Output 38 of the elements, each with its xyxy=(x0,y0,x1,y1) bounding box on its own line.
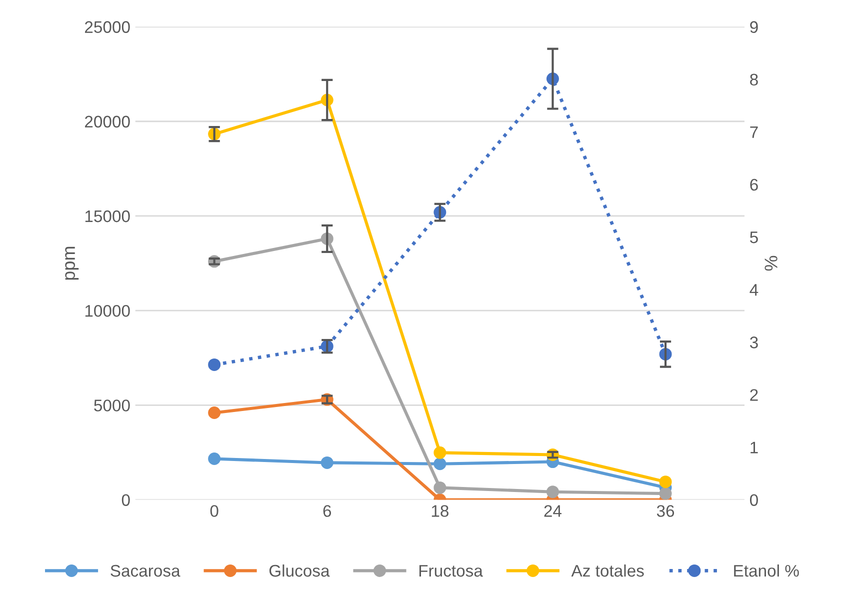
point xyxy=(659,487,672,500)
x-tick-label: 18 xyxy=(432,505,448,517)
y-tick-label: 20000 xyxy=(84,116,130,128)
point xyxy=(434,481,446,494)
legend-label: Fructosa xyxy=(419,565,483,577)
legend-label: Sacarosa xyxy=(110,564,180,577)
y2-tick-label: 5 xyxy=(750,232,758,244)
point xyxy=(659,476,672,488)
point xyxy=(208,406,221,420)
point xyxy=(434,458,446,470)
y-tick-label: 15000 xyxy=(85,210,130,222)
point xyxy=(208,452,221,465)
point xyxy=(208,358,221,371)
x-tick-label: 0 xyxy=(210,505,218,517)
y2-axis-title: % xyxy=(764,256,778,271)
y-tick-label: 10000 xyxy=(85,304,130,317)
x-tick-label: 6 xyxy=(323,505,332,517)
y-tick-label: 0 xyxy=(122,494,130,506)
y2-tick-label: 8 xyxy=(750,74,758,86)
y-tick-label: 25000 xyxy=(84,21,130,33)
point xyxy=(546,486,559,498)
y2-tick-label: 3 xyxy=(750,336,758,348)
y2-tick-label: 2 xyxy=(750,389,758,401)
y-tick-label: 5000 xyxy=(94,400,130,412)
point xyxy=(434,446,446,459)
legend-label: Etanol % xyxy=(734,564,799,577)
y2-tick-label: 7 xyxy=(750,126,758,138)
legend-label: Az totales xyxy=(571,564,644,577)
y2-tick-label: 1 xyxy=(750,442,758,454)
y2-tick-label: 9 xyxy=(750,21,758,33)
y2-tick-label: 4 xyxy=(750,284,758,296)
y2-tick-label: 6 xyxy=(750,178,758,191)
y2-tick-label: 0 xyxy=(750,494,758,506)
y-axis-title: ppm xyxy=(65,246,79,280)
point xyxy=(320,456,334,469)
legend-label: Glucosa xyxy=(269,564,330,577)
x-tick-label: 36 xyxy=(656,505,674,517)
x-tick-label: 24 xyxy=(544,505,562,517)
